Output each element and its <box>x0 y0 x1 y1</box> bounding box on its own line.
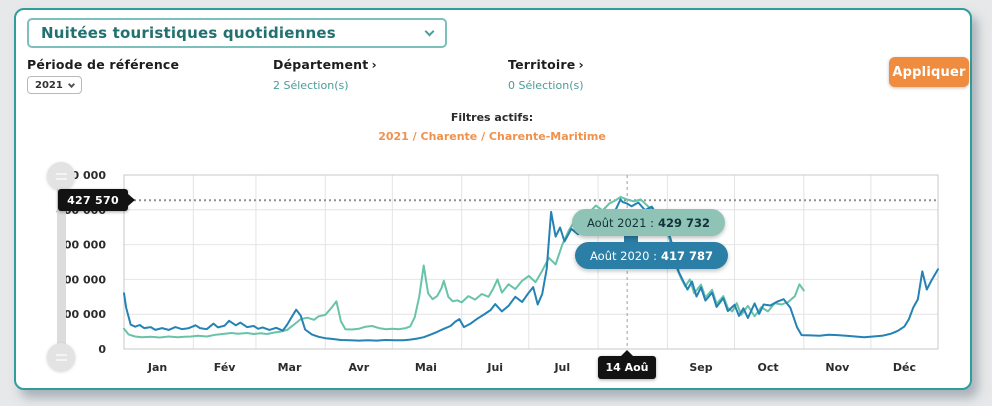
departement-header[interactable]: Département › <box>273 57 377 72</box>
chevron-down-icon <box>424 26 435 36</box>
year-select-value: 2021 <box>35 79 63 91</box>
chevron-right-icon: › <box>578 57 584 72</box>
chevron-right-icon: › <box>371 57 377 72</box>
x-marker-badge: 14 Aoû <box>598 350 656 379</box>
y-range-slider-handle-bottom[interactable] <box>47 343 75 371</box>
ref-value-tag: 427 570 <box>58 189 135 211</box>
tooltip-2020: Août 2020 : 417 787 <box>575 242 728 269</box>
metric-dropdown-value: Nuitées touristiques quotidiennes <box>41 24 336 42</box>
arrow-right-icon <box>128 194 135 206</box>
y-range-slider-handle-top[interactable] <box>47 162 75 190</box>
active-filters-title: Filtres actifs: <box>450 111 534 124</box>
departement-selection-count: 2 Sélection(s) <box>273 79 349 92</box>
grip-icon <box>55 172 67 180</box>
metric-dropdown[interactable]: Nuitées touristiques quotidiennes <box>27 18 447 48</box>
arrow-up-icon <box>621 350 633 356</box>
tooltip-2020-value: 417 787 <box>660 248 713 263</box>
apply-button[interactable]: Appliquer <box>889 57 969 87</box>
grip-icon <box>55 353 67 361</box>
tooltip-2021-value: 429 732 <box>657 215 710 230</box>
territoire-header[interactable]: Territoire › <box>508 57 584 72</box>
tooltip-2021: Août 2021 : 429 732 <box>572 209 725 236</box>
territoire-selection-count: 0 Sélection(s) <box>508 79 584 92</box>
year-select[interactable]: 2021 <box>27 76 82 94</box>
periode-label: Période de référence <box>27 57 180 72</box>
chevron-down-icon <box>67 80 75 88</box>
y-range-slider-track <box>57 176 66 358</box>
active-filters-value: 2021 / Charente / Charente-Maritime <box>378 130 606 143</box>
